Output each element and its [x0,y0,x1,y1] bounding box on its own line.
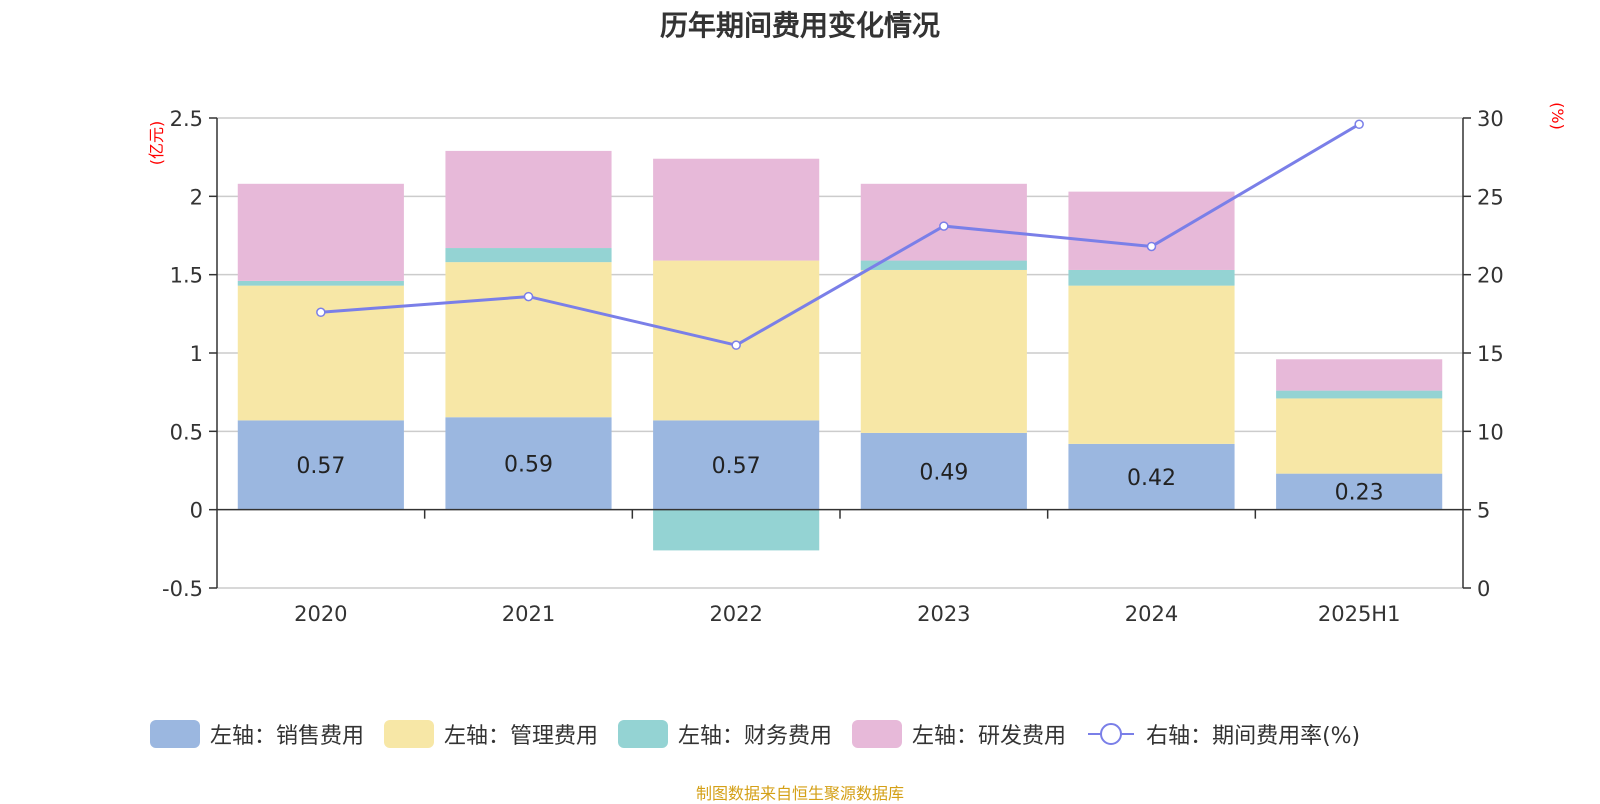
bar-segment [1068,191,1235,270]
legend-label-rnd: 左轴：研发费用 [912,724,1067,749]
rate-point [1354,119,1364,130]
bar-segment [653,509,820,551]
data-label: 0.49 [919,460,968,485]
bar-segment [445,262,612,418]
bars [237,150,1443,551]
chart-title: 历年期间费用变化情况 [659,9,940,42]
x-tick-label: 2020 [294,602,347,626]
legend-label-rate: 右轴：期间费用率(%) [1146,724,1361,749]
legend-label-sales: 左轴：销售费用 [210,724,365,749]
bar-segment [237,420,404,510]
legend-swatch-finance [618,720,669,748]
data-labels: 0.57 0.59 0.57 0.49 0.42 0.23 [296,452,1383,505]
right-tick-label: 25 [1477,185,1504,209]
legend-swatch-rnd [852,720,903,748]
gridlines [217,117,1463,589]
left-tick-label: 0 [190,499,203,523]
x-tick-label: 2025H1 [1318,602,1401,626]
x-tick-label: 2024 [1125,602,1178,626]
legend-item-sales[interactable]: 左轴：销售费用 [150,718,364,750]
legend-label-finance: 左轴：财务费用 [678,724,833,749]
left-tick-label: 1.5 [170,264,203,288]
left-tick-label: 1 [190,342,203,366]
bar-segment [237,280,404,286]
bar-segment [1276,390,1443,399]
bar-segment [445,248,612,263]
bar-segment [445,150,612,249]
bar-segment [1068,443,1235,510]
rate-point [731,340,741,350]
rate-line [316,119,1364,350]
bar-segment [860,269,1027,433]
x-tick-label: 2021 [502,602,555,626]
bar-segment [445,417,612,510]
left-tick-label: 2.5 [170,107,203,131]
x-tick-label: 2023 [917,602,970,626]
data-label: 0.57 [712,454,761,479]
right-tick-label: 20 [1477,264,1504,288]
bar-segment [653,158,820,261]
data-label: 0.42 [1127,466,1176,491]
data-label: 0.23 [1335,481,1384,506]
rate-point [523,291,534,302]
left-axis-unit: (亿元) [147,121,166,166]
legend-line-marker-icon [1088,723,1135,745]
bar-segment [1276,359,1443,391]
data-source: 制图数据来自恒生聚源数据库 [695,784,904,803]
legend: 左轴：销售费用 左轴：管理费用 左轴：财务费用 左轴：研发费用 右轴：期间费用率… [150,718,1380,750]
left-tick-label: -0.5 [162,577,203,601]
legend-item-rate[interactable]: 右轴：期间费用率(%) [1086,718,1360,750]
right-axis-unit: (%) [1548,102,1567,130]
x-tick-label: 2022 [709,602,762,626]
legend-item-admin[interactable]: 左轴：管理费用 [384,718,598,750]
bar-segment [860,432,1027,510]
legend-label-admin: 左轴：管理费用 [444,724,599,749]
bar-segment [653,420,820,510]
bar-segment [1276,398,1443,474]
bar-segment [1068,269,1235,286]
bar-segment [860,260,1027,270]
right-tick-label: 30 [1477,107,1504,131]
bar-segment [237,183,404,281]
right-tick-label: 15 [1477,342,1504,366]
rate-point [939,221,949,231]
legend-swatch-sales [150,720,200,748]
rate-point [316,307,326,318]
legend-item-finance[interactable]: 左轴：财务费用 [618,718,832,750]
rate-line-path [320,122,1360,347]
legend-swatch-admin [384,720,435,748]
axes: -0.5 0 0.5 1 1.5 2 2.5 0 5 10 15 20 25 30 2020 2021 2022… [162,107,1504,626]
rate-point [1146,241,1157,252]
data-label: 0.59 [504,452,553,477]
bar-segment [237,285,404,421]
right-tick-label: 0 [1477,577,1490,601]
right-tick-label: 10 [1477,420,1504,444]
left-tick-label: 0.5 [170,420,203,444]
left-tick-label: 2 [190,185,203,209]
right-tick-label: 5 [1477,499,1490,523]
bar-segment [1276,473,1443,510]
legend-item-rnd[interactable]: 左轴：研发费用 [852,718,1066,750]
chart-area: (亿元) (%) -0.5 0 0.5 1 1.5 2 2.5 0 5 10 15 20 25 30 202… [147,102,1567,626]
data-label: 0.57 [296,454,345,479]
bar-segment [1068,285,1235,444]
